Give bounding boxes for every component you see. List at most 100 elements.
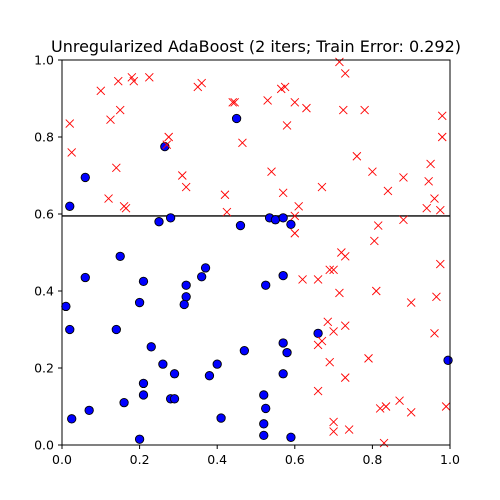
circle-point: [259, 390, 269, 400]
cross-point: [290, 211, 300, 221]
cross-point: [112, 163, 121, 173]
cross-point: [144, 73, 154, 82]
cross-point: [162, 140, 172, 150]
circle-point: [282, 347, 292, 358]
cross-point: [335, 57, 344, 67]
circle-point: [443, 355, 453, 365]
cross-point: [395, 396, 404, 406]
cross-point: [424, 176, 433, 186]
circle-point: [134, 434, 145, 444]
cross-point: [373, 221, 383, 230]
cross-point: [280, 82, 290, 92]
circle-point: [278, 338, 288, 348]
circle-point: [270, 215, 281, 225]
circle-point: [278, 369, 288, 379]
circle-point: [138, 390, 149, 400]
cross-point: [278, 188, 288, 198]
cross-point: [313, 386, 323, 396]
cross-point: [352, 151, 362, 161]
cross-point: [164, 132, 174, 142]
cross-point: [370, 236, 379, 246]
cross-point: [317, 336, 327, 346]
cross-point: [104, 194, 113, 203]
circle-point: [67, 414, 77, 424]
y-tick-label: 0.0: [34, 438, 54, 453]
circle-point: [165, 213, 176, 223]
circle-point: [80, 172, 90, 183]
circle-point: [181, 292, 191, 302]
circle-point: [231, 113, 242, 124]
cross-point: [335, 288, 344, 298]
circle-point: [61, 301, 71, 312]
circle-point: [239, 346, 250, 356]
circle-point: [65, 324, 75, 335]
circle-point: [84, 405, 94, 415]
cross-point: [302, 103, 311, 113]
circle-point: [154, 217, 164, 227]
cross-point: [323, 317, 333, 327]
x-tick-label: 1.0: [440, 452, 460, 467]
y-tick-label: 1.0: [34, 53, 54, 68]
cross-point: [298, 275, 307, 284]
data-points-layer: [61, 57, 453, 448]
y-tick-label: 0.4: [34, 284, 54, 299]
y-axis-ticks: 0.0 0.2 0.4 0.6 0.8 1.0: [34, 53, 62, 453]
circle-point: [235, 220, 246, 231]
circle-point: [313, 328, 323, 338]
cross-point: [290, 228, 300, 238]
cross-point: [65, 119, 75, 128]
cross-point: [238, 138, 247, 148]
circle-point: [278, 270, 288, 281]
circle-point: [181, 280, 191, 290]
circle-point: [115, 251, 125, 262]
cross-point: [181, 182, 191, 192]
cross-point: [383, 186, 393, 196]
circle-point: [169, 394, 180, 404]
circle-point: [169, 369, 180, 379]
cross-point: [121, 203, 131, 213]
cross-point: [290, 98, 300, 107]
cross-point: [435, 259, 445, 269]
circle-point: [138, 276, 149, 287]
x-tick-label: 0.0: [52, 452, 72, 467]
circle-point: [212, 359, 222, 369]
cross-point: [344, 425, 354, 434]
cross-point: [263, 96, 272, 105]
cross-point: [399, 173, 408, 182]
circle-point: [111, 324, 121, 335]
axes-frame: [61, 59, 451, 446]
circle-point: [134, 297, 145, 308]
cross-point: [329, 427, 338, 436]
cross-point: [430, 329, 439, 338]
cross-point: [437, 132, 447, 142]
y-tick-label: 0.8: [34, 130, 54, 145]
cross-point: [340, 69, 350, 78]
cross-point: [435, 205, 445, 215]
cross-point: [220, 190, 230, 200]
cross-point: [230, 98, 239, 107]
circle-point: [286, 219, 296, 230]
cross-point: [106, 115, 115, 124]
circle-point: [200, 263, 211, 273]
circle-point: [286, 432, 296, 442]
cross-point: [422, 203, 432, 213]
cross-point: [294, 201, 303, 211]
cross-point: [197, 78, 206, 88]
chart-title: Unregularized AdaBoost (2 iters; Train E…: [51, 37, 461, 56]
cross-point: [329, 327, 338, 336]
x-tick-label: 0.4: [207, 452, 227, 467]
circle-point: [80, 272, 90, 283]
cross-point: [129, 76, 139, 86]
cross-point: [340, 252, 350, 261]
cross-point: [282, 121, 292, 130]
x-axis-ticks: 0.0 0.2 0.4 0.6 0.8 1.0: [52, 445, 460, 467]
circle-point: [179, 299, 189, 310]
cross-point: [406, 407, 416, 417]
circle-point: [197, 272, 207, 282]
circle-point: [261, 280, 271, 290]
circle-point: [259, 419, 269, 429]
cross-point: [317, 182, 327, 192]
x-tick-label: 0.2: [130, 452, 150, 467]
cross-point: [115, 105, 125, 115]
